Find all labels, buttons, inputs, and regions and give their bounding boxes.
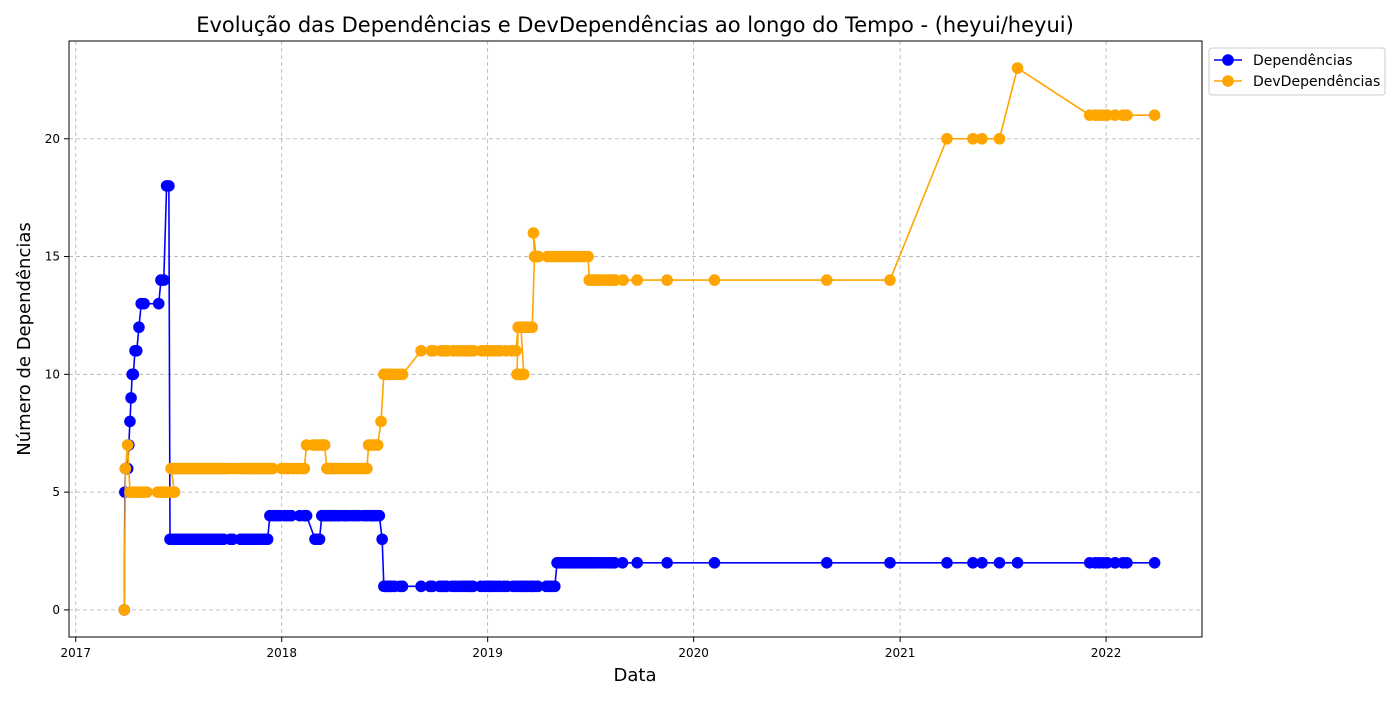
data-point-dependencias (157, 274, 170, 286)
legend-devdependencias-marker (1222, 75, 1234, 87)
legend-devdependencias-label: DevDependências (1253, 74, 1380, 90)
data-point-dependencias (661, 556, 673, 569)
grid (69, 41, 1202, 637)
y-tick-label: 20 (45, 132, 60, 146)
data-point-dependencias (261, 533, 274, 546)
data-point-dependencias (124, 415, 136, 428)
data-point-dependencias (1011, 556, 1024, 569)
data-point-dependencias (125, 392, 137, 404)
data-point-devdependencias (119, 462, 132, 475)
data-point-devdependencias (141, 486, 153, 498)
data-point-dependencias (152, 297, 165, 310)
data-point-dependencias (1148, 556, 1161, 569)
plot-frame (68, 40, 1203, 638)
legend-dependencias-label: Dependências (1253, 53, 1353, 69)
x-tick-label: 2020 (678, 646, 709, 660)
data-point-devdependencias (318, 439, 331, 451)
series-layer (118, 62, 1161, 616)
data-point-devdependencias (396, 368, 409, 381)
data-point-devdependencias (168, 486, 181, 498)
data-point-dependencias (313, 533, 326, 546)
data-point-dependencias (415, 580, 427, 593)
data-point-dependencias (549, 580, 561, 593)
data-point-dependencias (532, 580, 544, 593)
data-point-dependencias (941, 556, 953, 569)
data-point-dependencias (820, 556, 833, 569)
x-tick-label: 2019 (472, 646, 503, 660)
y-tick-label: 0 (52, 603, 60, 617)
x-tick-label: 2021 (885, 646, 916, 660)
data-point-dependencias (285, 509, 298, 522)
data-point-dependencias (967, 556, 979, 569)
data-point-devdependencias (708, 274, 721, 286)
series-dependencias (118, 180, 1161, 616)
data-point-devdependencias (375, 415, 387, 428)
data-point-dependencias (1121, 556, 1133, 569)
data-point-devdependencias (118, 604, 131, 616)
data-point-devdependencias (361, 462, 373, 475)
data-point-devdependencias (820, 274, 833, 286)
data-point-devdependencias (631, 274, 643, 286)
data-point-dependencias (993, 556, 1006, 569)
data-point-dependencias (133, 321, 145, 334)
data-point-devdependencias (993, 132, 1006, 145)
data-point-dependencias (631, 556, 643, 569)
data-point-devdependencias (1148, 109, 1161, 122)
legend: Dependências DevDependências (1208, 47, 1386, 96)
data-point-devdependencias (617, 274, 629, 286)
data-point-devdependencias (1011, 62, 1024, 74)
data-point-devdependencias (510, 344, 522, 357)
data-point-devdependencias (527, 227, 540, 239)
data-point-dependencias (616, 556, 629, 569)
data-point-devdependencias (526, 321, 539, 334)
y-tick-label: 5 (52, 485, 60, 499)
axes: 2017 2018 2019 2020 2021 2022 0 5 10 15 20 (45, 132, 1122, 660)
data-point-dependencias (976, 556, 988, 569)
x-axis-label: Data (614, 665, 657, 686)
x-tick-label: 2022 (1091, 646, 1122, 660)
data-point-devdependencias (298, 462, 311, 475)
data-point-dependencias (373, 509, 386, 522)
data-point-devdependencias (121, 439, 134, 451)
y-tick-label: 15 (45, 250, 60, 264)
data-point-devdependencias (266, 462, 279, 475)
data-point-devdependencias (532, 250, 545, 263)
data-point-dependencias (127, 368, 140, 381)
data-point-devdependencias (941, 132, 953, 145)
data-point-devdependencias (582, 250, 594, 263)
legend-dependencias-marker (1222, 54, 1234, 66)
data-point-dependencias (708, 556, 721, 569)
series-devdependencias (118, 62, 1161, 616)
data-point-devdependencias (415, 344, 427, 357)
x-tick-label: 2017 (60, 646, 91, 660)
data-point-dependencias (376, 533, 388, 546)
data-point-devdependencias (661, 274, 673, 286)
data-point-dependencias (396, 580, 409, 593)
data-point-dependencias (300, 509, 313, 522)
data-point-devdependencias (371, 439, 384, 451)
chart-title: Evolução das Dependências e DevDependênc… (196, 13, 1074, 37)
data-point-devdependencias (976, 132, 988, 145)
legend-frame (1208, 47, 1386, 96)
data-point-dependencias (884, 556, 896, 569)
x-tick-label: 2018 (266, 646, 297, 660)
data-point-devdependencias (517, 368, 530, 381)
y-axis-label: Número de Dependências (14, 222, 35, 456)
data-point-dependencias (130, 344, 143, 357)
data-point-dependencias (138, 297, 150, 310)
data-point-devdependencias (1121, 109, 1133, 122)
data-point-dependencias (163, 180, 175, 192)
data-point-devdependencias (884, 274, 896, 286)
y-tick-label: 10 (45, 367, 60, 381)
data-point-devdependencias (967, 132, 979, 145)
